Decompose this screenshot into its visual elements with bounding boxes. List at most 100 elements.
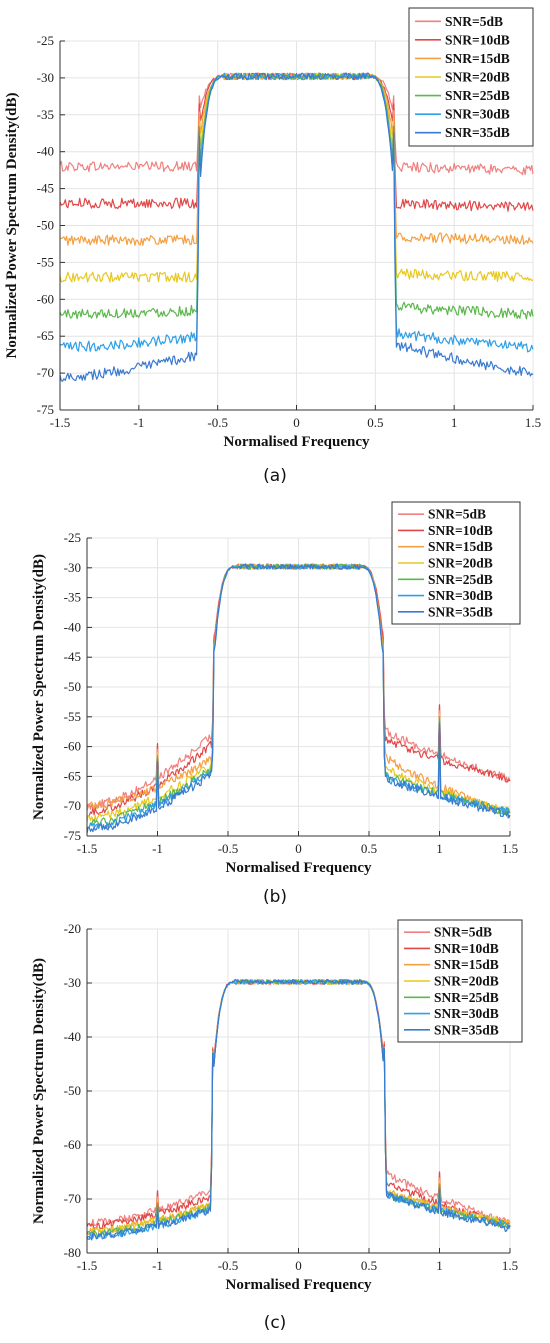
- y-tick-label: -50: [64, 679, 81, 694]
- x-tick-label: 0.5: [367, 415, 383, 430]
- series-line-7: [59, 72, 534, 382]
- y-axis-label: Normalized Power Spectrum Density(dB): [31, 554, 47, 820]
- y-tick-label: -65: [37, 328, 54, 343]
- legend-label-5: SNR=25dB: [434, 990, 499, 1005]
- x-tick-label: 1: [436, 1258, 443, 1273]
- legend-label-6: SNR=30dB: [445, 107, 510, 122]
- y-tick-label: -35: [37, 107, 54, 122]
- y-tick-label: -55: [64, 709, 81, 724]
- y-tick-label: -70: [64, 798, 81, 813]
- caption-c: (c): [263, 1313, 287, 1333]
- chart-panel-c: -20 -30 -40 -50 -60 -70 -80 -1.5 -1 -0.5 0 0.5 1 1.5 N…: [0, 918, 550, 1343]
- y-tick-label: -30: [64, 560, 81, 575]
- x-tick-label: -1.5: [77, 841, 98, 856]
- x-axis-label: Normalised Frequency: [226, 860, 372, 876]
- legend: SNR=5dBSNR=10dBSNR=15dBSNR=20dBSNR=25dBS…: [397, 919, 523, 1043]
- caption-a: (a): [263, 466, 287, 486]
- y-tick-label: -25: [64, 530, 81, 545]
- x-tick-label: -1.5: [77, 1258, 98, 1273]
- psd-chart-a: -25 -30 -35 -40 -45 -50 -55 -60 -65 -70 -75-1.5 -1 -…: [4, 7, 541, 450]
- x-tick-label: 0: [295, 841, 302, 856]
- series-line-5: [86, 978, 511, 1238]
- y-tick-label: -70: [64, 1191, 81, 1206]
- caption-b: (b): [262, 887, 288, 907]
- psd-chart-c: -20 -30 -40 -50 -60 -70 -80-1.5 -1 -0.5 0 0.5 1 1.5 N…: [31, 919, 523, 1293]
- legend-label-7: SNR=35dB: [445, 125, 510, 140]
- x-tick-label: 1: [451, 415, 458, 430]
- legend-label-3: SNR=15dB: [428, 539, 493, 554]
- chart-panel-b: -25 -30 -35 -40 -45 -50 -55 -60 -65 -70 -75 -1.5 -1 -…: [0, 498, 550, 918]
- y-tick-label: -80: [64, 1245, 81, 1260]
- y-tick-label: -40: [64, 1029, 81, 1044]
- y-tick-label: -40: [37, 144, 54, 159]
- x-tick-label: 0: [293, 415, 300, 430]
- y-tick-label: -40: [64, 619, 81, 634]
- y-tick-label: -45: [64, 649, 81, 664]
- y-tick-label: -75: [37, 402, 54, 417]
- y-tick-label: -75: [64, 828, 81, 843]
- chart-panel-a: -25 -30 -35 -40 -45 -50 -55 -60 -65 -70 -75 -1.5 -1 -…: [0, 0, 550, 498]
- y-tick-label: -60: [37, 291, 54, 306]
- x-tick-label: 1: [436, 841, 443, 856]
- series-line-7: [86, 563, 511, 834]
- y-axis-label: Normalized Power Spectrum Density(dB): [31, 958, 47, 1224]
- y-tick-label: -20: [64, 921, 81, 936]
- legend-label-4: SNR=20dB: [428, 556, 493, 571]
- legend-label-2: SNR=10dB: [434, 941, 499, 956]
- series-group: [86, 978, 511, 1241]
- legend-label-5: SNR=25dB: [428, 572, 493, 587]
- x-tick-label: -0.5: [207, 415, 228, 430]
- y-tick-label: -30: [37, 70, 54, 85]
- y-tick-label: -60: [64, 1137, 81, 1152]
- x-tick-label: 1.5: [525, 415, 541, 430]
- series-line-6: [59, 72, 534, 353]
- psd-chart-b: -25 -30 -35 -40 -45 -50 -55 -60 -65 -70 -75-1.5 -1 -…: [31, 501, 521, 876]
- series-group: [59, 72, 534, 382]
- y-tick-label: -45: [37, 181, 54, 196]
- y-tick-label: -25: [37, 33, 54, 48]
- x-tick-label: -1: [152, 1258, 163, 1273]
- series-line-7: [86, 978, 511, 1241]
- y-tick-label: -60: [64, 739, 81, 754]
- x-axis-label: Normalised Frequency: [226, 1277, 372, 1293]
- series-line-6: [86, 978, 511, 1240]
- x-tick-label: 0.5: [361, 841, 377, 856]
- y-tick-label: -50: [64, 1083, 81, 1098]
- series-group: [86, 563, 511, 834]
- legend-label-3: SNR=15dB: [434, 957, 499, 972]
- y-tick-label: -55: [37, 254, 54, 269]
- x-tick-label: -1.5: [50, 415, 71, 430]
- legend-label-7: SNR=35dB: [428, 604, 493, 619]
- y-tick-label: -70: [37, 365, 54, 380]
- legend: SNR=5dBSNR=10dBSNR=15dBSNR=20dBSNR=25dBS…: [391, 501, 521, 625]
- legend-label-6: SNR=30dB: [428, 588, 493, 603]
- legend-label-4: SNR=20dB: [434, 974, 499, 989]
- legend-label-4: SNR=20dB: [445, 70, 510, 85]
- x-tick-label: 1.5: [502, 841, 518, 856]
- legend-label-1: SNR=5dB: [445, 14, 503, 29]
- y-axis-label: Normalized Power Spectrum Density(dB): [4, 93, 20, 359]
- legend-label-7: SNR=35dB: [434, 1022, 499, 1037]
- legend-label-2: SNR=10dB: [428, 523, 493, 538]
- y-tick-label: -50: [37, 218, 54, 233]
- legend-label-2: SNR=10dB: [445, 32, 510, 47]
- x-tick-label: 1.5: [502, 1258, 518, 1273]
- x-tick-label: -1: [152, 841, 163, 856]
- legend-label-1: SNR=5dB: [434, 925, 492, 940]
- legend: SNR=5dB SNR=10dB SNR=15dB SNR=20dB SNR=25dB S…: [408, 7, 534, 147]
- legend-label-5: SNR=25dB: [445, 88, 510, 103]
- series-line-6: [86, 563, 511, 831]
- x-tick-label: -0.5: [218, 841, 239, 856]
- y-tick-label: -65: [64, 768, 81, 783]
- x-tick-label: 0.5: [361, 1258, 377, 1273]
- x-tick-label: -1: [133, 415, 144, 430]
- x-axis-label: Normalised Frequency: [224, 434, 370, 450]
- legend-label-3: SNR=15dB: [445, 51, 510, 66]
- x-tick-label: -0.5: [218, 1258, 239, 1273]
- series-line-4: [59, 72, 534, 283]
- y-tick-label: -35: [64, 590, 81, 605]
- x-tick-label: 0: [295, 1258, 302, 1273]
- y-tick-label: -30: [64, 975, 81, 990]
- legend-label-1: SNR=5dB: [428, 507, 486, 522]
- legend-label-6: SNR=30dB: [434, 1006, 499, 1021]
